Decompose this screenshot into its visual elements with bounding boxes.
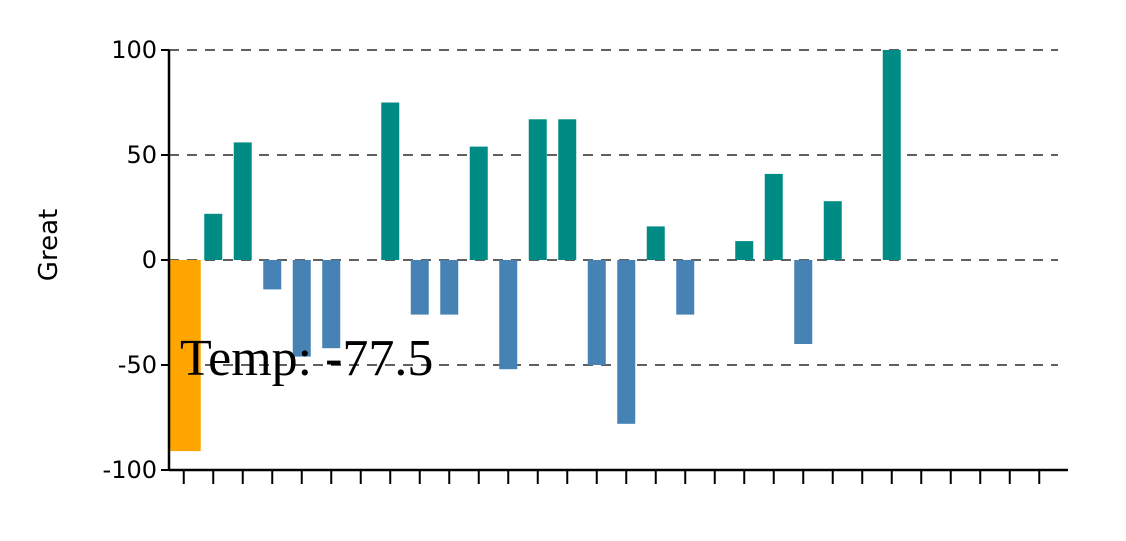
- bar[interactable]: [499, 260, 518, 370]
- y-tick-label: 100: [111, 36, 157, 64]
- bar[interactable]: [410, 260, 429, 315]
- bar[interactable]: [646, 226, 665, 260]
- y-tick-label: 0: [142, 246, 157, 274]
- bar[interactable]: [882, 50, 901, 260]
- y-tick-label: 50: [126, 141, 157, 169]
- bar[interactable]: [233, 142, 252, 260]
- bar[interactable]: [587, 260, 606, 365]
- bar[interactable]: [735, 241, 754, 260]
- tooltip-label: Temp: -77.5: [180, 330, 433, 387]
- bar[interactable]: [292, 260, 311, 357]
- bar[interactable]: [263, 260, 282, 290]
- y-axis-label: Great: [34, 209, 64, 281]
- bar[interactable]: [440, 260, 459, 315]
- bar[interactable]: [617, 260, 636, 424]
- bar[interactable]: [558, 119, 577, 260]
- axes: 100 50 0 -50 -100: [103, 36, 1068, 484]
- bar[interactable]: [823, 201, 842, 260]
- bar[interactable]: [322, 260, 341, 349]
- bar[interactable]: [381, 102, 400, 261]
- bar[interactable]: [676, 260, 695, 315]
- bar[interactable]: [794, 260, 813, 344]
- bar[interactable]: [168, 260, 201, 452]
- y-tick-label: -50: [118, 351, 157, 379]
- bar[interactable]: [469, 146, 488, 260]
- grid-lines: [169, 49, 1058, 366]
- y-tick-label: -100: [103, 456, 157, 484]
- bar[interactable]: [528, 119, 547, 260]
- bars: [168, 50, 901, 452]
- bar[interactable]: [204, 213, 223, 260]
- bar[interactable]: [764, 173, 783, 260]
